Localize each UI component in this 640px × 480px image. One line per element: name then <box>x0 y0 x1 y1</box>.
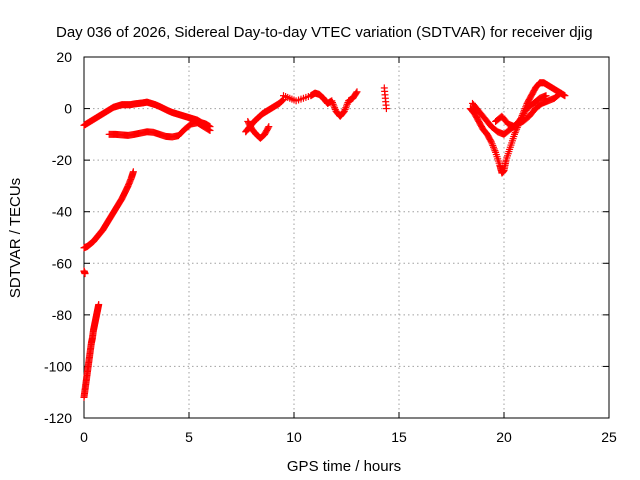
data-point-marker <box>343 102 350 110</box>
data-points <box>80 79 569 401</box>
data-point-marker <box>95 301 103 309</box>
data-point-marker <box>342 104 350 112</box>
data-point-marker <box>205 126 213 134</box>
y-tick-labels: -120 -100 -80 -60 -40 -20 0 20 <box>44 49 72 426</box>
data-point-marker <box>488 140 496 148</box>
plot-frame <box>83 56 610 419</box>
data-point-marker <box>489 142 497 150</box>
data-point-marker <box>129 168 137 176</box>
x-tick-labels: 0 5 10 15 20 25 <box>80 429 617 445</box>
data-point-marker <box>557 89 565 97</box>
data-point-marker <box>542 92 550 100</box>
data-point-marker <box>511 130 518 138</box>
grid <box>84 57 609 418</box>
data-point-marker <box>487 138 495 146</box>
data-point-marker <box>264 124 272 132</box>
data-point-marker <box>487 137 495 145</box>
y-tick-label: -40 <box>52 204 72 220</box>
y-tick-label: -120 <box>44 410 72 426</box>
data-point-marker <box>330 102 338 110</box>
x-tick-label: 10 <box>286 429 302 445</box>
data-point-marker <box>329 100 337 108</box>
data-point-marker <box>490 145 498 153</box>
data-point-marker <box>352 89 360 97</box>
data-point-marker <box>340 107 348 115</box>
data-point-marker <box>556 90 564 98</box>
y-tick-label: -60 <box>52 255 72 271</box>
data-point-marker <box>278 97 286 105</box>
x-tick-label: 25 <box>601 429 617 445</box>
data-point-marker <box>328 97 336 105</box>
y-tick-label: 0 <box>64 101 72 117</box>
y-tick-label: -100 <box>44 358 72 374</box>
data-point-marker <box>265 123 273 131</box>
y-tick-label: 20 <box>56 49 72 65</box>
x-tick-label: 0 <box>80 429 88 445</box>
x-tick-label: 5 <box>185 429 193 445</box>
data-point-marker <box>343 100 351 108</box>
data-point-marker <box>511 129 519 137</box>
data-point-marker <box>561 92 569 100</box>
x-axis-title: GPS time / hours <box>287 458 401 475</box>
data-point-marker <box>329 99 336 107</box>
data-point-marker <box>279 96 287 104</box>
data-point-marker <box>81 270 89 278</box>
data-point-marker <box>341 105 349 113</box>
x-tick-label: 20 <box>496 429 512 445</box>
x-tick-label: 15 <box>391 429 407 445</box>
y-tick-label: -20 <box>52 152 72 168</box>
y-axis-title: SDTVAR / TECUs <box>7 178 24 298</box>
data-point-marker <box>382 105 390 113</box>
data-point-marker <box>491 147 499 155</box>
data-point-marker <box>353 88 361 96</box>
data-point-marker <box>490 143 497 151</box>
data-point-marker <box>331 104 339 112</box>
y-tick-label: -80 <box>52 307 72 323</box>
chart-title: Day 036 of 2026, Sidereal Day-to-day VTE… <box>56 24 593 41</box>
data-point-marker <box>206 126 214 134</box>
